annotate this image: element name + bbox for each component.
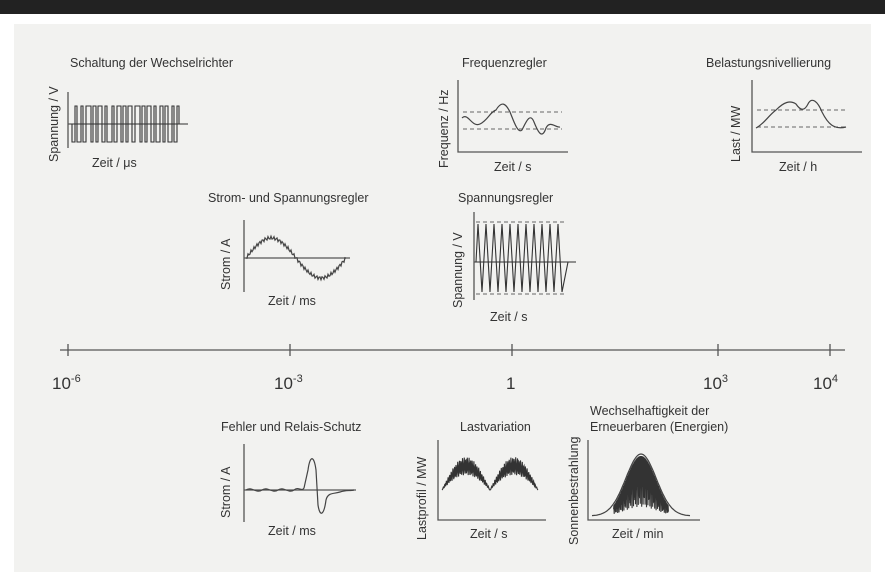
voltage-signal <box>475 223 569 293</box>
panel-renewables-variability: Wechselhaftigkeit der Erneuerbaren (Ener… <box>567 404 728 545</box>
panel-title: Spannungsregler <box>458 191 553 205</box>
pwm-signal <box>71 105 180 143</box>
y-axis-label: Last / MW <box>729 106 743 162</box>
tick-label-1e4: 104 <box>813 373 838 393</box>
top-bar <box>0 0 885 14</box>
panel-frequency-control: Frequenzregler Frequenz / Hz Zeit / s <box>437 56 568 174</box>
panel-inverter-switching: Schaltung der Wechselrichter Spannung / … <box>47 56 233 170</box>
tick-label-1e3: 103 <box>703 373 728 393</box>
y-axis-label: Spannung / V <box>47 86 61 162</box>
diagram-background <box>14 24 871 572</box>
current-sine-signal <box>245 234 347 282</box>
panel-title: Strom- und Spannungsregler <box>208 191 369 205</box>
fault-current-signal <box>245 458 355 514</box>
x-axis-label: Zeit / ms <box>268 294 316 308</box>
tick-label-1e-6: 10-6 <box>52 373 81 393</box>
panel-axes <box>457 80 568 153</box>
panel-title: Frequenzregler <box>462 56 547 70</box>
panel-load-leveling: Belastungsnivellierung Last / MW Zeit / … <box>706 56 862 174</box>
panel-title: Fehler und Relais-Schutz <box>221 420 361 434</box>
x-axis-label: Zeit / s <box>494 160 532 174</box>
panel-title-line-2: Erneuerbaren (Energien) <box>590 420 728 434</box>
irradiance-signal <box>613 455 669 514</box>
y-axis-label: Spannung / V <box>451 232 465 308</box>
x-axis-label: Zeit / h <box>779 160 817 174</box>
y-axis-label: Lastprofil / MW <box>415 456 429 540</box>
y-axis-label: Sonnenbestrahlung <box>567 437 581 545</box>
panel-axes <box>437 440 546 521</box>
panel-load-variation: Lastvariation Lastprofil / MW Zeit / s <box>415 420 546 541</box>
load-signal <box>755 99 847 129</box>
frequency-signal <box>461 103 561 135</box>
panel-axes <box>243 220 350 292</box>
panel-title: Lastvariation <box>460 420 531 434</box>
panel-title-line-1: Wechselhaftigkeit der <box>590 404 709 418</box>
y-axis-label: Frequenz / Hz <box>437 89 451 168</box>
timeline-axis <box>60 344 845 356</box>
x-axis-label: Zeit / min <box>612 527 663 541</box>
panel-fault-relay-protection: Fehler und Relais-Schutz Strom / A Zeit … <box>219 420 361 538</box>
panel-title: Belastungsnivellierung <box>706 56 831 70</box>
tick-label-1e-3: 10-3 <box>274 373 303 393</box>
panel-axes <box>243 444 356 522</box>
tick-label-1: 1 <box>506 374 515 393</box>
panel-title: Schaltung der Wechselrichter <box>70 56 233 70</box>
x-axis-label: Zeit / s <box>490 310 528 324</box>
panel-axes <box>751 80 862 153</box>
x-axis-label: Zeit / μs <box>92 156 137 170</box>
x-axis-label: Zeit / ms <box>268 524 316 538</box>
irradiance-envelope <box>591 453 691 517</box>
panel-voltage-control: Spannungsregler Spannung / V Zeit / s <box>451 191 576 324</box>
x-axis-label: Zeit / s <box>470 527 508 541</box>
y-axis-label: Strom / A <box>219 466 233 518</box>
panel-axes <box>587 440 700 521</box>
panel-current-voltage-control: Strom- und Spannungsregler Strom / A Zei… <box>208 191 369 308</box>
load-profile-signal <box>441 457 539 492</box>
panel-axes <box>473 212 576 300</box>
y-axis-label: Strom / A <box>219 238 233 290</box>
